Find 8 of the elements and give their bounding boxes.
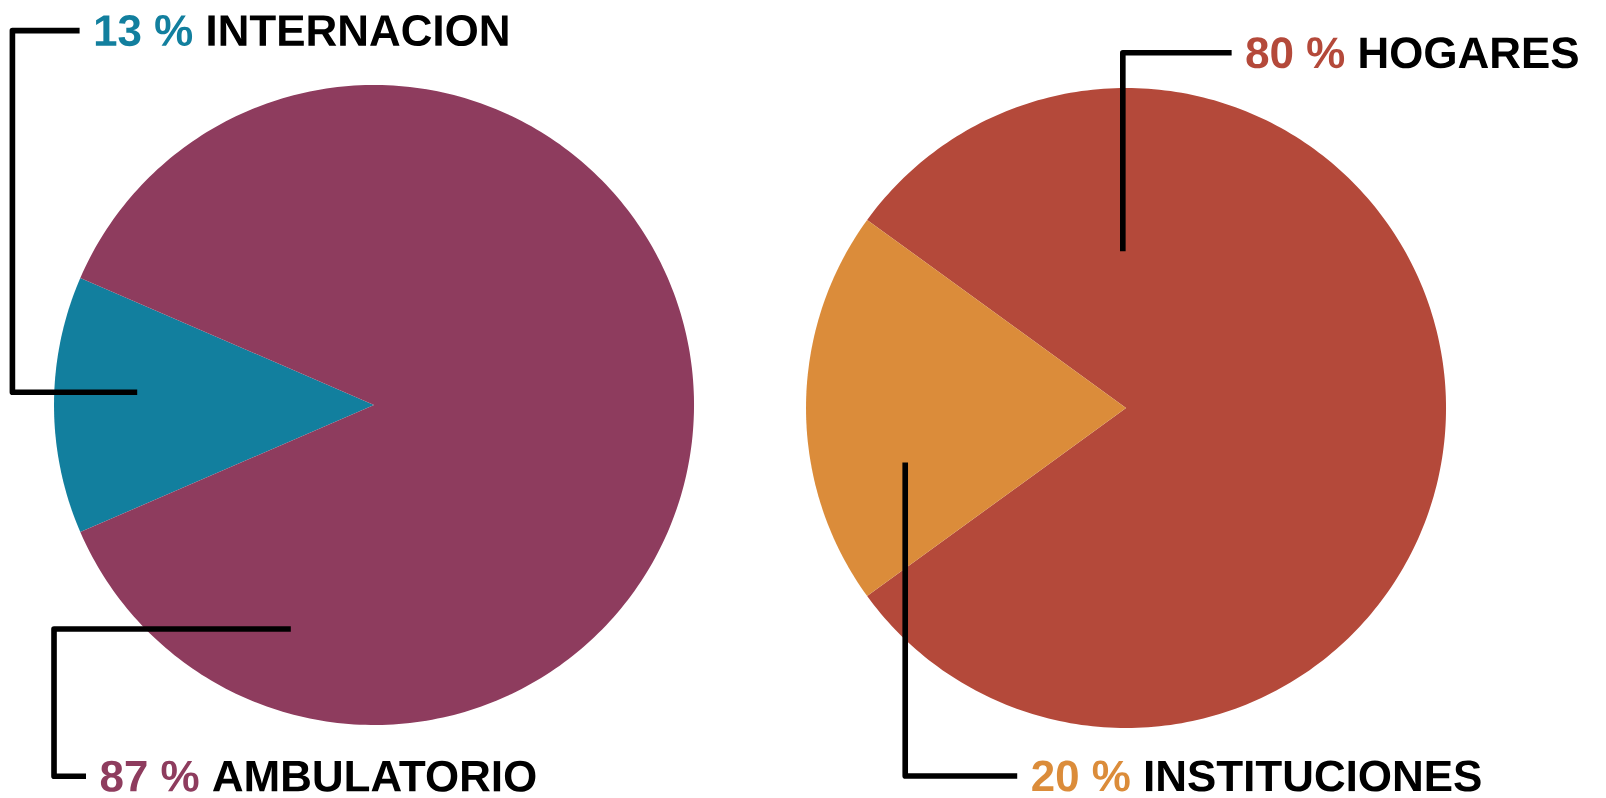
slice-label: AMBULATORIO (212, 760, 536, 792)
data-label: 20 % (1032, 760, 1130, 792)
slice-label: INTERNACION (208, 15, 508, 47)
data-label: 87 % (100, 760, 199, 792)
data-label: 13 % (95, 15, 193, 47)
slice-label: INSTITUCIONES (1145, 760, 1481, 792)
slice-label: HOGARES (1360, 37, 1578, 69)
data-label: 80 % (1246, 37, 1345, 69)
